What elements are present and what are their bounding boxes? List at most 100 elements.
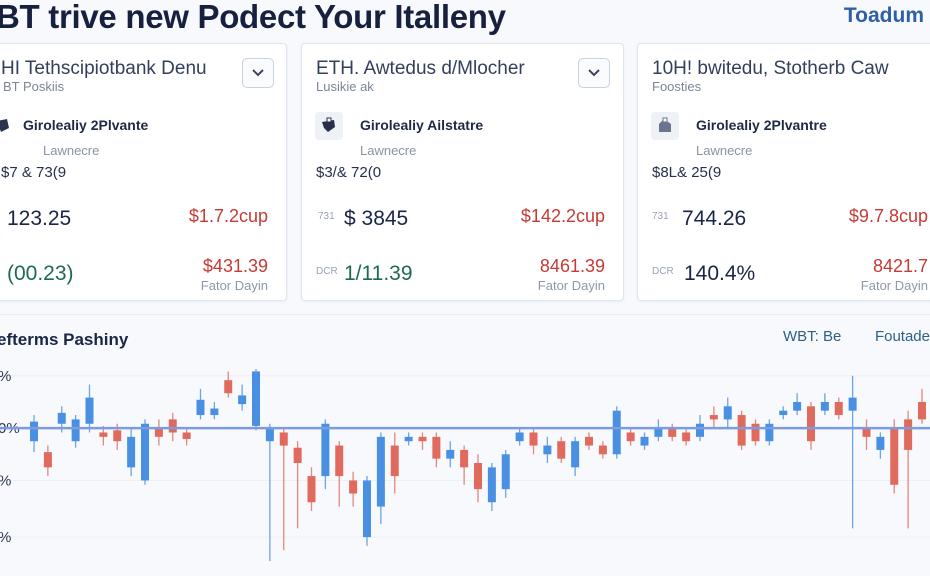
candlestick-chart[interactable]: %0%%% [0,350,930,576]
chart-section-title: efterms Pashiny [0,330,129,349]
candle-body [487,467,496,503]
candle-body [862,428,871,437]
secondary-value: 1/11.39 [344,262,413,285]
asset-name: Girolealiy 2Plvante [23,117,149,133]
candle-body [820,401,829,411]
row-label: 731 [652,211,669,222]
primary-value: 123.25 [7,207,72,230]
candle-body [349,480,358,494]
candle-body [668,428,677,437]
asset-icon [0,112,17,140]
card-footer: Fator Dayin [200,278,268,293]
candle-body [363,480,371,538]
candle-body [182,432,191,440]
candle-body [696,423,704,437]
primary-change: $9.7.8cup [848,206,928,226]
asset-name: Girolealiy Ailstatre [360,117,484,133]
candle-body [168,419,177,433]
candle-body [654,428,663,437]
candle-body [751,423,760,442]
page-title: BT trive new Podect Your Italleny [0,0,506,35]
candle-body [640,436,649,446]
secondary-change: 8461.39 [539,256,605,276]
candle-body [612,410,621,455]
candle-body [904,419,913,450]
asset-card-3: 10H! bwitedu, Stotherb Caw Foosties Giro… [637,43,930,301]
y-tick-label: % [0,472,11,489]
candle-body [765,423,774,442]
candle-body [238,395,247,405]
primary-change: $1.7.2cup [188,206,268,226]
chart-legend-item[interactable]: Foutade [874,328,930,345]
candle-body [446,449,455,459]
primary-value: 744.26 [682,207,747,230]
candle-body [709,415,718,420]
candle-body [529,432,538,446]
candle-body [918,401,926,420]
row-label: DCR [652,266,674,277]
card-title: ETH. Awtedus d/Mlocher [316,58,525,79]
candle-body [113,430,122,442]
chart-legend-item[interactable]: WBT: Be [783,328,842,345]
asset-subtitle: Lawnecre [696,143,753,158]
card-footer: Fator Dayin [860,278,928,293]
candle-body [682,432,691,442]
secondary-value: (00.23) [7,262,74,285]
candle-body [43,452,52,468]
candle-body [460,449,469,468]
candle-body [501,454,510,490]
candle-body [848,397,857,411]
secondary-change: 8421.7 [872,256,928,276]
asset-subtitle: Lawnecre [360,143,417,158]
asset-card-2: ETH. Awtedus d/Mlocher Lusikie ak Girole… [301,43,624,301]
candle-body [737,415,746,446]
card-subtitle: BT Poskiis [3,79,65,94]
candle-body [585,436,593,446]
candle-body [141,423,149,481]
y-tick-label: % [0,529,11,546]
asset-logo-icon [659,117,671,132]
candle-body [127,436,136,468]
card-dropdown-button[interactable] [242,58,274,88]
candle-body [571,441,580,468]
asset-subtitle: Lawnecre [43,143,100,158]
candle-body [807,406,815,442]
asset-icon [315,112,343,140]
candle-body [376,436,385,507]
candle-body [876,436,885,450]
brand-logo[interactable]: Toadum [843,4,924,27]
price-range: $7 & 73(9 [1,164,67,181]
primary-value: $ 3845 [344,207,409,230]
candle-body [723,406,732,420]
candle-body [154,428,163,437]
card-dropdown-button[interactable] [578,58,610,88]
card-title: 10H! bwitedu, Stotherb Caw [652,58,889,79]
candle-body [404,436,413,442]
candle-body [335,445,344,477]
price-range: $8L& 25(9 [652,164,722,181]
candle-body [557,441,566,459]
section-divider [0,314,930,315]
candle-body [279,432,288,446]
chevron-down-icon [588,69,600,77]
candle-body [793,401,802,411]
candle-body [418,436,427,442]
candle-body [543,445,552,455]
asset-card-1: HI Tethscipiotbank Denu BT Poskiis Girol… [0,43,287,301]
secondary-change: $431.39 [202,256,268,276]
y-tick-label: % [0,368,11,385]
row-label: 731 [318,211,335,222]
candle-body [474,463,482,490]
asset-logo-icon [322,117,335,132]
candle-body [99,432,108,437]
asset-name: Girolealiy 2Plvantre [696,117,827,133]
candle-body [30,421,38,442]
candle-body [834,401,843,416]
candle-body [390,445,399,477]
candle-body [196,399,205,416]
candle-body [210,408,219,416]
candle-body [293,447,302,463]
card-subtitle: Lusikie ak [316,79,374,94]
card-title: HI Tethscipiotbank Denu [1,58,207,79]
primary-change: $142.2cup [520,206,605,226]
